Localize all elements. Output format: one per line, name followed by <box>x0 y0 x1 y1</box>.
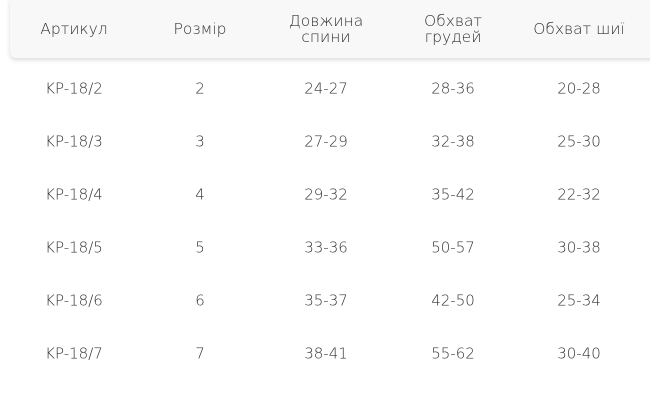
column-header: Розмір <box>173 20 227 38</box>
table-cell: 6 <box>195 291 205 310</box>
table-cell: KP-18/2 <box>45 79 103 98</box>
table-cell: 33-36 <box>304 238 348 257</box>
table-cell: 42-50 <box>431 291 475 310</box>
table-cell: 2 <box>195 79 205 98</box>
column-header: Обхват грудей <box>424 12 482 46</box>
table-cell: 27-29 <box>304 132 348 151</box>
column-header: Довжина спини <box>288 12 364 46</box>
column-header: Артикул <box>40 20 108 38</box>
table-cell: KP-18/7 <box>45 344 103 363</box>
table-header <box>10 0 650 58</box>
table-cell: 4 <box>195 185 205 204</box>
table-cell: 30-40 <box>557 344 601 363</box>
table-cell: 3 <box>195 132 205 151</box>
table-cell: 29-32 <box>304 185 348 204</box>
table-cell: 38-41 <box>304 344 348 363</box>
table-cell: 35-42 <box>431 185 475 204</box>
table-cell: 22-32 <box>557 185 601 204</box>
table-cell: 7 <box>195 344 205 363</box>
table-cell: KP-18/3 <box>45 132 103 151</box>
table-cell: KP-18/5 <box>45 238 103 257</box>
table-cell: 24-27 <box>304 79 348 98</box>
table-cell: 50-57 <box>431 238 475 257</box>
table-cell: 35-37 <box>304 291 348 310</box>
table-cell: 25-30 <box>557 132 601 151</box>
table-cell: KP-18/4 <box>45 185 103 204</box>
table-cell: 20-28 <box>557 79 601 98</box>
table-cell: 5 <box>195 238 205 257</box>
table-cell: 25-34 <box>557 291 601 310</box>
table-cell: 30-38 <box>557 238 601 257</box>
table-cell: 32-38 <box>431 132 475 151</box>
column-header: Обхват шиї <box>533 20 625 38</box>
table-cell: 55-62 <box>431 344 475 363</box>
table-cell: 28-36 <box>431 79 475 98</box>
table-cell: KP-18/6 <box>45 291 103 310</box>
